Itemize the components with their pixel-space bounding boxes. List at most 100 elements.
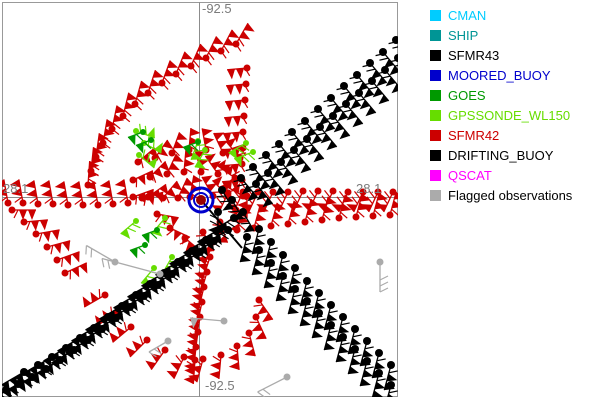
wind-barb-DRIFTING_BUOY[interactable] (388, 36, 413, 63)
wind-barb-GPSSONDE_WL150[interactable] (120, 218, 141, 239)
wind-barb-GOES[interactable] (182, 139, 201, 156)
wind-barb-GPSSONDE_WL150[interactable] (233, 149, 256, 167)
wind-barb-SFMR43[interactable] (311, 289, 326, 319)
wind-barb-SFMR42[interactable] (217, 29, 240, 59)
wind-barb-Flagged observations[interactable] (257, 373, 291, 398)
wind-barb-SFMR42[interactable] (159, 180, 183, 204)
wind-barb-DRIFTING_BUOY[interactable] (351, 89, 377, 117)
wind-barb-SFMR42[interactable] (286, 187, 307, 212)
wind-barb-DRIFTING_BUOY[interactable] (271, 140, 297, 168)
wind-barb-SFMR42[interactable] (20, 218, 48, 232)
wind-barb-SFMR43[interactable] (237, 208, 255, 233)
wind-barb-SFMR42[interactable] (145, 346, 169, 371)
wind-barb-SFMR43[interactable] (383, 361, 398, 391)
wind-barb-SFMR42[interactable] (223, 128, 247, 144)
wind-barb-SFMR42[interactable] (318, 196, 337, 224)
wind-barb-SFMR42[interactable] (301, 198, 320, 226)
wind-barb-Flagged observations[interactable] (376, 258, 389, 293)
wind-barb-SFMR42[interactable] (227, 64, 251, 80)
wind-barb-DRIFTING_BUOY[interactable] (377, 66, 402, 94)
wind-barb-SFMR42[interactable] (84, 181, 102, 209)
wind-barb-DRIFTING_BUOY[interactable] (299, 135, 325, 163)
wind-barb-SFMR42[interactable] (8, 206, 37, 221)
wind-barb-DRIFTING_BUOY[interactable] (273, 158, 299, 186)
wind-barb-SFMR42[interactable] (61, 262, 88, 280)
wind-barb-SFMR42[interactable] (224, 112, 248, 128)
wind-barb-SFMR42[interactable] (241, 329, 256, 357)
wind-barb-SFMR43[interactable] (275, 251, 290, 281)
wind-barb-SFMR42[interactable] (204, 153, 225, 178)
wind-barb-SFMR42[interactable] (250, 204, 269, 232)
wind-barb-SFMR42[interactable] (352, 193, 371, 221)
wind-barb-SFMR42[interactable] (284, 200, 303, 228)
wind-barb-SFMR42[interactable] (180, 150, 196, 176)
wind-barb-GOES[interactable] (135, 137, 154, 154)
wind-barb-SFMR43[interactable] (347, 325, 362, 355)
wind-barb-DRIFTING_BUOY[interactable] (286, 146, 312, 174)
wind-barb-DRIFTING_BUOY[interactable] (325, 112, 351, 140)
wind-barb-SFMR43[interactable] (335, 313, 350, 343)
wind-barb-SFMR42[interactable] (209, 351, 225, 379)
wind-barb-SFMR42[interactable] (69, 181, 87, 209)
wind-barb-SFMR42[interactable] (232, 22, 255, 52)
wind-barb-SFMR42[interactable] (188, 355, 207, 383)
wind-barb-SFMR42[interactable] (24, 180, 42, 208)
wind-barb-GPSSONDE_WL150[interactable] (228, 140, 250, 160)
wind-barb-SFMR42[interactable] (158, 60, 179, 90)
wind-barb-DRIFTING_BUOY[interactable] (390, 54, 415, 81)
wind-barb-SFMR43[interactable] (299, 277, 314, 307)
wind-barb-SFMR42[interactable] (222, 160, 246, 176)
wind-barb-SFMR43[interactable] (263, 238, 278, 268)
wind-barb-SFMR42[interactable] (144, 69, 164, 100)
wind-barb-DRIFTING_BUOY[interactable] (248, 180, 274, 208)
wind-barb-SFMR43[interactable] (239, 233, 254, 263)
wind-barb-SFMR42[interactable] (32, 229, 60, 242)
wind-barb-Flagged observations[interactable] (190, 317, 228, 329)
wind-barb-SFMR42[interactable] (187, 43, 209, 74)
wind-barb-SFMR42[interactable] (84, 161, 100, 191)
wind-barb-SFMR43[interactable] (371, 349, 386, 379)
wind-barb-SFMR42[interactable] (369, 192, 388, 220)
wind-barb-SFMR42[interactable] (108, 105, 126, 136)
wind-barb-SFMR42[interactable] (99, 180, 117, 208)
wind-barb-DRIFTING_BUOY[interactable] (9, 373, 39, 397)
wind-barb-GOES[interactable] (141, 227, 160, 244)
wind-barb-SFMR42[interactable] (253, 296, 274, 323)
wind-barb-SFMR42[interactable] (53, 251, 80, 267)
wind-barb-SFMR42[interactable] (144, 183, 169, 204)
wind-barb-DRIFTING_BUOY[interactable] (364, 77, 390, 105)
wind-barb-SFMR42[interactable] (54, 181, 72, 209)
wind-barb-SFMR42[interactable] (82, 289, 109, 308)
wind-barb-SFMR42[interactable] (39, 180, 57, 208)
wind-barb-SFMR42[interactable] (119, 92, 138, 123)
wind-barb-SFMR42[interactable] (9, 179, 27, 207)
wind-barb-SFMR42[interactable] (166, 353, 188, 380)
wind-barb-SFMR43[interactable] (299, 297, 314, 327)
wind-barb-SFMR42[interactable] (226, 80, 250, 96)
storm-center-marker[interactable] (187, 186, 243, 249)
wind-barb-SFMR43[interactable] (311, 309, 326, 339)
wind-barb-SFMR42[interactable] (125, 335, 151, 358)
wind-barb-Flagged observations[interactable] (85, 244, 119, 266)
wind-barb-SFMR42[interactable] (163, 153, 184, 178)
wind-barb-GPSSONDE_WL150[interactable] (133, 123, 156, 139)
wind-barb-SFMR42[interactable] (43, 240, 71, 255)
wind-barb-SFMR43[interactable] (287, 264, 302, 294)
wind-barb-SFMR43[interactable] (226, 196, 244, 221)
wind-barb-DRIFTING_BUOY[interactable] (375, 48, 400, 76)
wind-barb-DRIFTING_BUOY[interactable] (312, 123, 338, 151)
wind-barb-GPSSONDE_WL150[interactable] (194, 147, 212, 169)
wind-barb-DRIFTING_BUOY[interactable] (338, 100, 364, 128)
wind-barb-SFMR42[interactable] (249, 313, 267, 340)
wind-barb-SFMR42[interactable] (146, 160, 170, 183)
wind-barb-SFMR42[interactable] (114, 179, 132, 207)
wind-barb-DRIFTING_BUOY[interactable] (233, 174, 259, 202)
wind-barb-SFMR42[interactable] (168, 132, 188, 157)
wind-barb-SFMR43[interactable] (323, 301, 338, 331)
wind-barb-SFMR42[interactable] (267, 202, 286, 230)
wind-barb-SFMR42[interactable] (227, 342, 241, 370)
wind-barb-SFMR43[interactable] (359, 337, 374, 367)
wind-barb-GPSSONDE_WL150[interactable] (136, 149, 158, 169)
wind-barb-SFMR42[interactable] (225, 96, 249, 112)
